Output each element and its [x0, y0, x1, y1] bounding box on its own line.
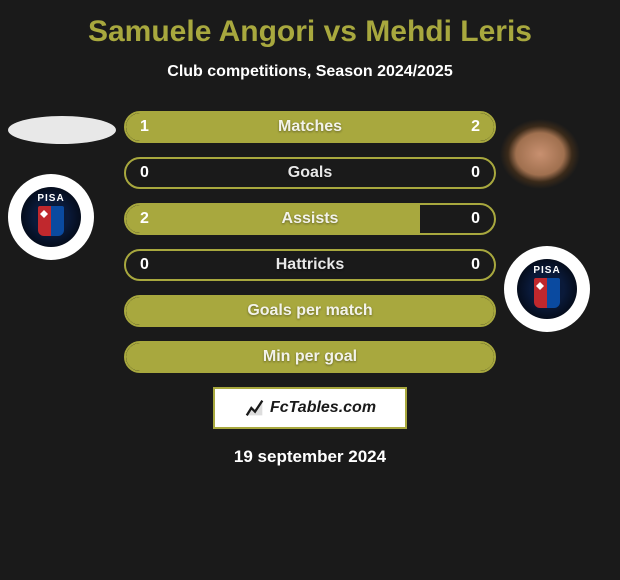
stat-value-right: 2: [471, 118, 480, 136]
stat-value-left: 0: [140, 256, 149, 274]
stat-row: Goals per match: [124, 295, 496, 327]
stat-value-right: 0: [471, 164, 480, 182]
right-column: PISA: [500, 111, 620, 373]
stat-label: Assists: [282, 210, 339, 228]
stat-label: Goals per match: [247, 302, 372, 320]
stat-row: Min per goal: [124, 341, 496, 373]
left-player-photo: [8, 116, 116, 144]
stat-value-left: 0: [140, 164, 149, 182]
right-player-photo: [490, 116, 590, 216]
stat-label: Min per goal: [263, 348, 357, 366]
stat-value-right: 0: [471, 210, 480, 228]
pisa-logo-icon: PISA: [21, 187, 81, 247]
stat-label: Goals: [288, 164, 332, 182]
club-label: PISA: [37, 193, 64, 204]
stat-value-left: 1: [140, 118, 149, 136]
shield-icon: [534, 278, 560, 308]
stat-row: 0 0 Goals: [124, 157, 496, 189]
stat-label: Hattricks: [276, 256, 344, 274]
right-club-badge: PISA: [504, 246, 590, 332]
player-face-icon: [490, 116, 590, 216]
stat-value-left: 2: [140, 210, 149, 228]
left-column: PISA: [0, 111, 120, 373]
stat-row: 0 0 Hattricks: [124, 249, 496, 281]
stat-row: 1 2 Matches: [124, 111, 496, 143]
page-subtitle: Club competitions, Season 2024/2025: [167, 63, 452, 81]
club-label: PISA: [533, 265, 560, 276]
pisa-logo-icon: PISA: [517, 259, 577, 319]
comparison-card: Samuele Angori vs Mehdi Leris Club compe…: [0, 0, 620, 477]
bar-left: [126, 205, 420, 233]
date-label: 19 september 2024: [234, 447, 386, 467]
footer-brand-badge[interactable]: FcTables.com: [213, 387, 407, 429]
stat-row: 2 0 Assists: [124, 203, 496, 235]
chart-icon: [244, 397, 266, 419]
stats-column: 1 2 Matches 0 0 Goals 2 0 Assists 0 0 Hattricks Goal…: [120, 111, 500, 373]
main-row: PISA 1 2 Matches 0 0 Goals 2 0 Assists 0 0 Hattrick…: [0, 111, 620, 373]
left-club-badge: PISA: [8, 174, 94, 260]
shield-icon: [38, 206, 64, 236]
stat-label: Matches: [278, 118, 342, 136]
page-title: Samuele Angori vs Mehdi Leris: [88, 15, 532, 49]
stat-value-right: 0: [471, 256, 480, 274]
footer-brand-text: FcTables.com: [270, 399, 376, 417]
